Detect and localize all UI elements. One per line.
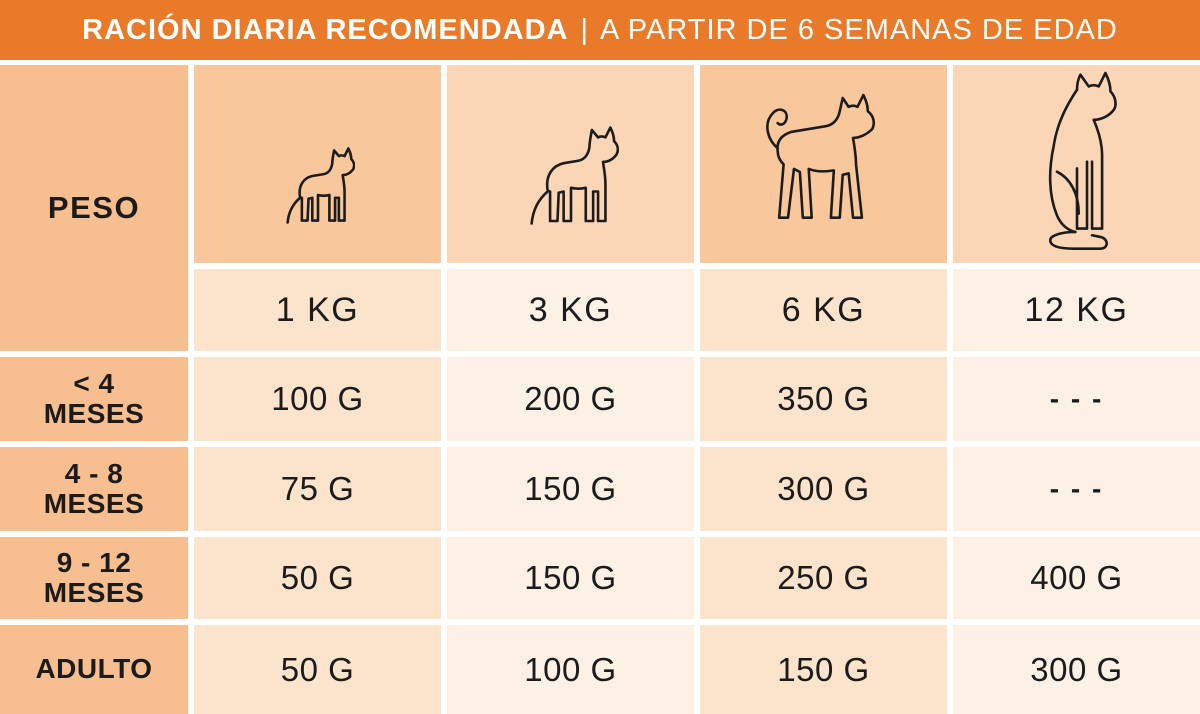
weight-label-6kg: 6 KG — [700, 269, 947, 351]
value-cell: 150 G — [447, 537, 694, 619]
title-main: RACIÓN DIARIA RECOMENDADA — [82, 13, 569, 46]
value-cell: 50 G — [194, 625, 441, 714]
row-label-line1: 4 - 8 — [64, 457, 124, 489]
row-label-4-8-months: 4 - 8 MESES — [0, 447, 188, 531]
row-label-line2: MESES — [43, 577, 145, 608]
row-label-line1: 9 - 12 — [56, 546, 132, 578]
value-cell: 75 G — [194, 447, 441, 531]
row-label-line1: < 4 — [73, 367, 115, 399]
value-cell: 100 G — [194, 357, 441, 441]
row-label-under-4-months: < 4 MESES — [0, 357, 188, 441]
row-label-line2: MESES — [43, 488, 145, 519]
row-label-line2: MESES — [43, 398, 145, 429]
value-cell: 250 G — [700, 537, 947, 619]
weight-label-1kg: 1 KG — [194, 269, 441, 351]
value-cell: 50 G — [194, 537, 441, 619]
value-cell: 300 G — [953, 625, 1200, 714]
row-label-adult: ADULTO — [0, 625, 188, 714]
value-cell: 400 G — [953, 537, 1200, 619]
cat-icon-cell-1kg — [194, 65, 441, 263]
value-cell: 200 G — [447, 357, 694, 441]
row-label-line1: ADULTO — [35, 653, 153, 685]
weight-header-cell: PESO — [0, 65, 188, 351]
title-bar: RACIÓN DIARIA RECOMENDADA | A PARTIR DE … — [0, 0, 1200, 60]
title-separator: | — [580, 13, 588, 46]
value-cell: 150 G — [700, 625, 947, 714]
value-cell-empty: - - - — [953, 357, 1200, 441]
cat-icon-cell-6kg — [700, 65, 947, 263]
cat-icon-cell-12kg — [953, 65, 1200, 263]
weight-label-12kg: 12 KG — [953, 269, 1200, 351]
value-cell: 150 G — [447, 447, 694, 531]
weight-label-3kg: 3 KG — [447, 269, 694, 351]
cat-standing-icon — [523, 114, 619, 237]
row-label-9-12-months: 9 - 12 MESES — [0, 537, 188, 619]
value-cell-empty: - - - — [953, 447, 1200, 531]
value-cell: 350 G — [700, 357, 947, 441]
kitten-standing-icon — [281, 138, 355, 233]
value-cell: 100 G — [447, 625, 694, 714]
cat-sitting-icon — [1025, 68, 1129, 252]
cat-walking-tail-up-icon — [757, 89, 890, 237]
title-subtitle: A PARTIR DE 6 SEMANAS DE EDAD — [600, 13, 1118, 46]
cat-icon-cell-3kg — [447, 65, 694, 263]
value-cell: 300 G — [700, 447, 947, 531]
feeding-table: PESO — [0, 65, 1200, 714]
